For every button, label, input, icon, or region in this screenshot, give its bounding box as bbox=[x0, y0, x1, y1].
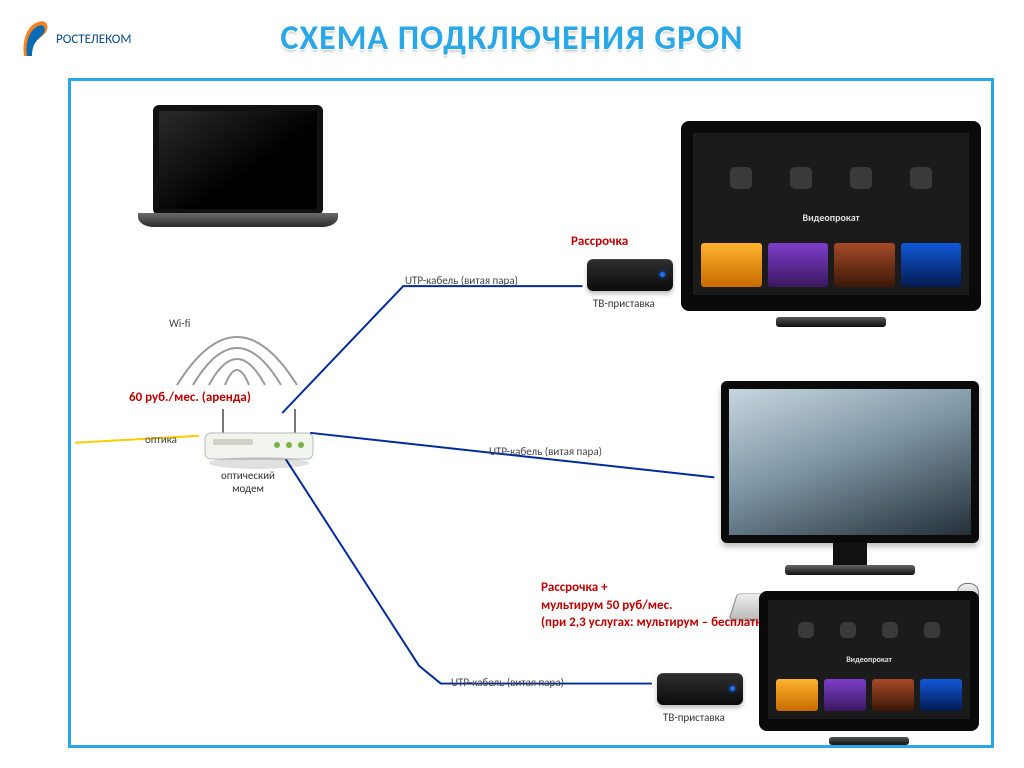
utp-label-3: UTP-кабель (витая пара) bbox=[451, 676, 564, 689]
stb-installment-note: Рассрочка bbox=[571, 233, 628, 251]
stb-2-label: ТВ-приставка bbox=[663, 711, 725, 724]
multiroom-note: Рассрочка + мультирум 50 руб/мес. (при 2… bbox=[541, 579, 773, 632]
tv-1: Видеопрокат bbox=[681, 121, 981, 327]
laptop-device bbox=[153, 105, 353, 229]
stb-2 bbox=[657, 673, 743, 705]
edge-optic bbox=[75, 436, 199, 443]
optic-label: оптика bbox=[145, 433, 177, 446]
utp-label-2: UTP-кабель (витая пара) bbox=[489, 445, 602, 458]
multiroom-line-3: (при 2,3 услугах: мультирум – бесплатно) bbox=[541, 614, 773, 632]
diagram-frame: Wi-fi оптика оптический модем 60 руб./ме… bbox=[68, 78, 994, 748]
edge-to-stb1 bbox=[282, 286, 582, 413]
stb-1-label: ТВ-приставка bbox=[593, 297, 655, 310]
stb-1 bbox=[587, 259, 673, 291]
multiroom-line-2: мультирум 50 руб/мес. bbox=[541, 597, 773, 615]
modem-rent-note: 60 руб./мес. (аренда) bbox=[129, 389, 251, 407]
tv-2: Видеопрокат bbox=[759, 591, 979, 745]
modem-label: оптический модем bbox=[221, 469, 275, 495]
page-title: СХЕМА ПОДКЛЮЧЕНИЯ GPON bbox=[0, 18, 1024, 59]
multiroom-line-1: Рассрочка + bbox=[541, 579, 773, 597]
desktop-monitor bbox=[721, 381, 979, 575]
tv2-section-title: Видеопрокат bbox=[768, 655, 970, 665]
wifi-label: Wi-fi bbox=[169, 317, 190, 330]
tv-section-title: Видеопрокат bbox=[693, 211, 969, 224]
optical-modem bbox=[199, 407, 309, 453]
edge-to-stb2 bbox=[280, 451, 652, 684]
utp-label-1: UTP-кабель (витая пара) bbox=[405, 274, 518, 287]
